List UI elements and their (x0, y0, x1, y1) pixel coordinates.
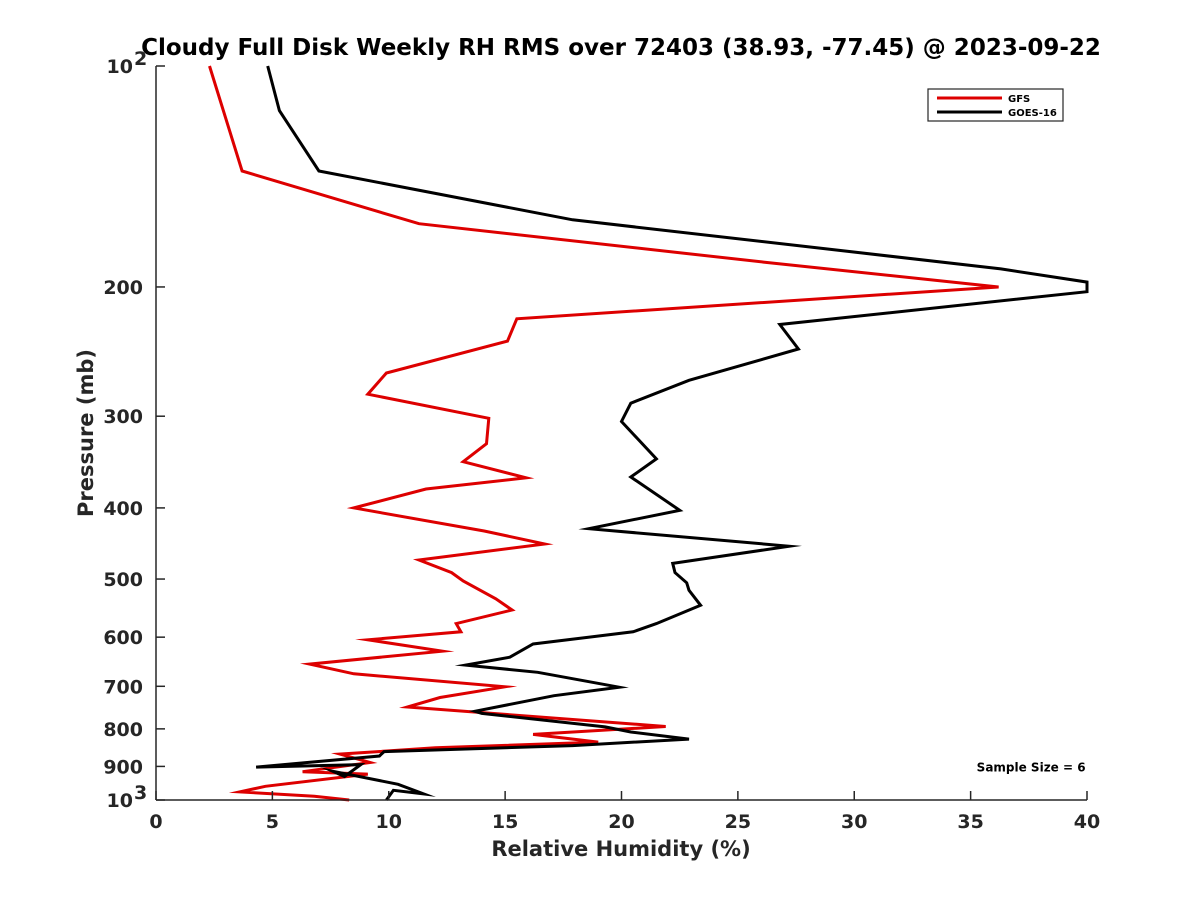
legend-label: GFS (1008, 94, 1030, 105)
y-tick-label: 700 (103, 676, 143, 698)
y-tick-label: 10 (107, 56, 133, 78)
x-ticks: 0 5 10 15 20 25 30 35 40 (149, 791, 1100, 833)
y-tick-label: 600 (103, 627, 143, 649)
x-tick-label: 20 (608, 811, 634, 833)
y-axis-label: Pressure (mb) (74, 349, 98, 517)
series-line-gfs (208, 65, 999, 802)
chart-title: Cloudy Full Disk Weekly RH RMS over 7240… (141, 35, 1101, 61)
legend: GFS GOES-16 (927, 88, 1064, 122)
x-tick-label: 25 (725, 811, 751, 833)
x-tick-label: 40 (1074, 811, 1100, 833)
x-tick-label: 15 (492, 811, 518, 833)
x-tick-label: 35 (957, 811, 983, 833)
y-tick-label: 400 (103, 498, 143, 520)
y-tick-label: 900 (103, 756, 143, 778)
legend-label: GOES-16 (1008, 108, 1057, 119)
series-line-goes-16 (255, 65, 1089, 801)
y-tick-label: 300 (103, 406, 143, 428)
annotations: Sample Size = 6 (977, 760, 1086, 774)
x-tick-label: 10 (376, 811, 402, 833)
legend-items: GFS GOES-16 (937, 94, 1057, 119)
y-tick-exponent: 2 (134, 48, 147, 70)
y-tick-exponent: 3 (134, 782, 147, 804)
y-tick-label: 200 (103, 277, 143, 299)
y-tick-label: 500 (103, 569, 143, 591)
x-tick-label: 5 (266, 811, 279, 833)
x-axis-label: Relative Humidity (%) (491, 837, 750, 861)
sample-size-annotation: Sample Size = 6 (977, 760, 1086, 774)
x-tick-label: 30 (841, 811, 867, 833)
legend-box (927, 88, 1064, 122)
series-layer (208, 65, 1089, 802)
y-tick-label: 800 (103, 719, 143, 741)
y-tick-label: 10 (107, 790, 133, 812)
x-tick-label: 0 (149, 811, 162, 833)
